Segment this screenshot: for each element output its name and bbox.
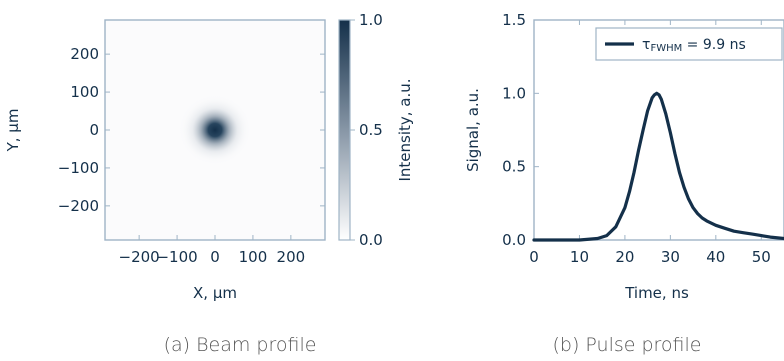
colorbar-label: Intensity, a.u. (396, 78, 414, 181)
pulse-profile-panel: 0 10 20 30 40 50 1.5 1.0 0.5 0.0 Time, ns Signal… (464, 11, 784, 356)
colorbar-tick-label: 0.5 (359, 121, 383, 139)
line-y-label: Signal, a.u. (464, 88, 482, 172)
colorbar-tick-label: 1.0 (359, 11, 383, 29)
line-x-label: Time, ns (624, 284, 689, 302)
line-x-tick-label: 0 (529, 248, 539, 266)
line-x-tick-label: 50 (752, 248, 771, 266)
heatmap-y-tick-label: 0 (89, 121, 99, 139)
line-y-tick-label: 0.5 (502, 158, 526, 176)
heatmap-x-ticks: −200−100 0 100 200 (119, 235, 306, 266)
heatmap-y-label: Y, µm (4, 109, 22, 153)
line-x-ticks: 0 10 20 30 40 50 (529, 20, 771, 266)
legend-entry: τFWHM = 9.9 ns (642, 37, 746, 54)
legend: τFWHM = 9.9 ns (595, 27, 783, 61)
line-y-tick-label: 1.0 (502, 84, 526, 102)
line-x-tick-label: 40 (706, 248, 725, 266)
line-x-tick-label: 20 (615, 248, 634, 266)
colorbar (338, 19, 351, 241)
line-x-tick-label: 10 (570, 248, 589, 266)
heatmap-x-tick-label: 200 (277, 248, 306, 266)
caption-beam-profile: (a) Beam profile (164, 334, 317, 356)
line-y-tick-label: 0.0 (502, 231, 526, 249)
heatmap-x-tick-label: −100 (156, 248, 197, 266)
line-y-tick-label: 1.5 (502, 11, 526, 29)
heatmap-y-tick-label: 100 (70, 83, 99, 101)
line-y-ticks: 1.5 1.0 0.5 0.0 (502, 11, 539, 249)
heatmap-x-tick-label: 100 (239, 248, 268, 266)
colorbar-tick-label: 0.0 (359, 231, 383, 249)
heatmap-y-tick-label: −200 (58, 197, 99, 215)
caption-pulse-profile: (b) Pulse profile (552, 334, 701, 356)
beam-spot (177, 93, 253, 167)
heatmap-y-tick-label: 200 (70, 45, 99, 63)
heatmap-x-tick-label: 0 (210, 248, 220, 266)
heatmap-y-tick-label: −100 (58, 159, 99, 177)
heatmap-x-tick-label: −200 (119, 248, 160, 266)
line-x-tick-label: 30 (661, 248, 680, 266)
colorbar-ticks: 1.0 0.5 0.0 (350, 11, 383, 249)
heatmap-x-label: X, µm (193, 284, 237, 302)
heatmap-y-ticks: 200 100 0 −100 −200 (58, 45, 325, 215)
series-line-pulse (532, 91, 784, 242)
